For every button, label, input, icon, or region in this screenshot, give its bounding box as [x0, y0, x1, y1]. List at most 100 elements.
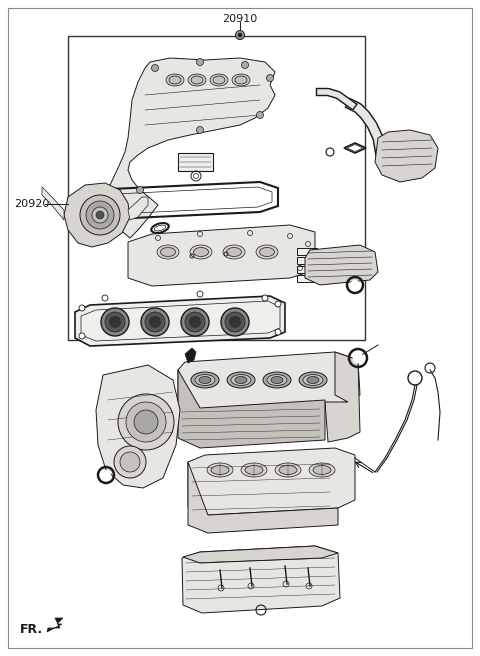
Circle shape	[185, 312, 205, 332]
Circle shape	[152, 64, 158, 72]
Circle shape	[352, 352, 363, 363]
Polygon shape	[64, 183, 130, 247]
Ellipse shape	[260, 247, 275, 256]
Polygon shape	[42, 187, 64, 220]
Circle shape	[105, 312, 125, 332]
Polygon shape	[325, 352, 360, 442]
Ellipse shape	[211, 466, 229, 474]
Ellipse shape	[190, 245, 212, 259]
Circle shape	[221, 308, 249, 336]
Circle shape	[141, 308, 169, 336]
Circle shape	[109, 316, 121, 328]
Ellipse shape	[307, 377, 319, 384]
Circle shape	[241, 62, 249, 68]
Ellipse shape	[275, 463, 301, 477]
Bar	[297, 248, 317, 255]
Polygon shape	[178, 352, 360, 412]
Circle shape	[262, 295, 268, 301]
Ellipse shape	[223, 245, 245, 259]
Ellipse shape	[313, 466, 331, 474]
Circle shape	[101, 470, 111, 480]
Ellipse shape	[188, 74, 206, 86]
Circle shape	[225, 312, 245, 332]
Ellipse shape	[271, 377, 283, 384]
Circle shape	[134, 410, 158, 434]
Ellipse shape	[191, 372, 219, 388]
Polygon shape	[375, 130, 438, 182]
Ellipse shape	[199, 377, 211, 384]
Ellipse shape	[213, 76, 225, 84]
Ellipse shape	[299, 372, 327, 388]
Text: 20910: 20910	[222, 14, 258, 24]
Ellipse shape	[263, 372, 291, 388]
Polygon shape	[128, 225, 315, 286]
Circle shape	[236, 30, 244, 39]
Polygon shape	[188, 462, 338, 533]
Ellipse shape	[195, 375, 215, 386]
Polygon shape	[188, 448, 355, 515]
Polygon shape	[185, 348, 196, 363]
Ellipse shape	[256, 245, 278, 259]
Circle shape	[101, 308, 129, 336]
Polygon shape	[108, 58, 275, 238]
Circle shape	[275, 301, 281, 307]
Circle shape	[136, 186, 144, 194]
Polygon shape	[183, 546, 338, 563]
Circle shape	[181, 308, 209, 336]
Polygon shape	[178, 370, 325, 448]
Circle shape	[86, 201, 114, 229]
Ellipse shape	[157, 245, 179, 259]
Ellipse shape	[231, 375, 251, 386]
Ellipse shape	[235, 76, 247, 84]
Polygon shape	[75, 296, 285, 346]
Ellipse shape	[166, 74, 184, 86]
Circle shape	[145, 312, 165, 332]
Circle shape	[118, 394, 174, 450]
Ellipse shape	[279, 466, 297, 474]
Circle shape	[126, 402, 166, 442]
Circle shape	[120, 452, 140, 472]
Circle shape	[229, 316, 241, 328]
Bar	[68, 36, 365, 340]
Circle shape	[189, 316, 201, 328]
Ellipse shape	[227, 247, 241, 256]
Ellipse shape	[210, 74, 228, 86]
Circle shape	[350, 280, 360, 290]
Ellipse shape	[169, 76, 181, 84]
Circle shape	[266, 75, 274, 81]
Ellipse shape	[232, 74, 250, 86]
Ellipse shape	[303, 375, 323, 386]
Circle shape	[80, 195, 120, 235]
Bar	[297, 257, 317, 264]
Bar	[297, 266, 317, 273]
Polygon shape	[128, 197, 148, 220]
Circle shape	[256, 112, 264, 119]
Ellipse shape	[309, 463, 335, 477]
Ellipse shape	[227, 372, 255, 388]
Ellipse shape	[235, 377, 247, 384]
Circle shape	[238, 33, 242, 37]
Circle shape	[275, 329, 281, 335]
Circle shape	[79, 333, 85, 339]
Circle shape	[92, 207, 108, 223]
Circle shape	[102, 295, 108, 301]
Polygon shape	[305, 245, 378, 285]
Circle shape	[96, 211, 104, 219]
Circle shape	[114, 446, 146, 478]
Ellipse shape	[245, 466, 263, 474]
Circle shape	[196, 127, 204, 134]
Circle shape	[196, 58, 204, 66]
Polygon shape	[47, 618, 63, 632]
Ellipse shape	[241, 463, 267, 477]
Ellipse shape	[160, 247, 176, 256]
Ellipse shape	[267, 375, 287, 386]
Ellipse shape	[191, 76, 203, 84]
Bar	[178, 153, 213, 171]
Ellipse shape	[207, 463, 233, 477]
Polygon shape	[96, 365, 180, 488]
Circle shape	[79, 305, 85, 311]
Bar	[297, 275, 317, 282]
Circle shape	[197, 291, 203, 297]
Text: 20920: 20920	[14, 199, 49, 209]
Ellipse shape	[193, 247, 208, 256]
